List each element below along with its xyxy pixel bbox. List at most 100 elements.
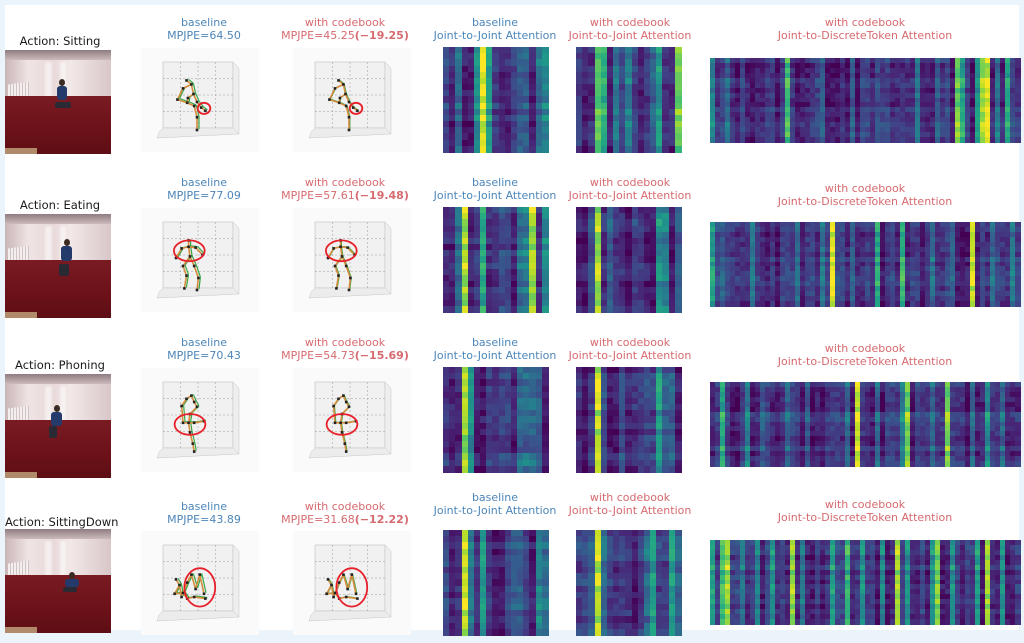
codebook-title: with codebook MPJPE=57.61(−19.48) — [275, 176, 415, 202]
action-label: Action: Eating — [5, 198, 115, 212]
joint-marker — [335, 287, 338, 290]
action-label: Action: Sitting — [5, 34, 115, 48]
joint-marker — [193, 265, 196, 268]
j2j-codebook-title: with codebook Joint-to-Joint Attention — [560, 16, 700, 42]
codebook-mpjpe: MPJPE=54.73 — [281, 349, 355, 362]
joint-marker — [193, 105, 196, 108]
joint-marker — [339, 97, 342, 100]
j2d-codebook-label: with codebook — [710, 16, 1020, 29]
joint-marker — [190, 394, 193, 397]
joint-marker — [182, 422, 185, 425]
j2j-codebook-subtitle: Joint-to-Joint Attention — [560, 29, 700, 42]
codebook-title: with codebook MPJPE=54.73(−15.69) — [275, 336, 415, 362]
joint-marker — [334, 87, 337, 90]
subject-head — [64, 239, 70, 246]
codebook-skeleton-plot — [293, 208, 411, 312]
j2d-codebook-heatmap — [710, 58, 1020, 142]
codebook-label: with codebook — [275, 336, 415, 349]
subject-legs — [49, 426, 57, 438]
subject-legs — [55, 102, 71, 108]
joint-marker — [194, 246, 197, 249]
joint-marker — [193, 422, 196, 425]
baseline-label: baseline — [145, 176, 263, 189]
joint-marker — [338, 102, 341, 105]
j2j-baseline-subtitle: Joint-to-Joint Attention — [425, 29, 565, 42]
joint-marker — [339, 246, 342, 249]
heatmap-cell — [675, 466, 682, 473]
j2j-codebook-subtitle: Joint-to-Joint Attention — [560, 189, 700, 202]
codebook-skeleton-plot — [293, 48, 411, 152]
j2j-baseline-heatmap — [443, 207, 548, 312]
joint-marker — [348, 116, 351, 119]
j2j-codebook-label: with codebook — [560, 336, 700, 349]
qualitative-comparison-figure: Action: Sitting baseline MPJPE=64.50 wit… — [5, 5, 1019, 630]
j2d-codebook-subtitle: Joint-to-DiscreteToken Attention — [710, 29, 1020, 42]
subject-torso — [51, 412, 62, 426]
codebook-mpjpe: MPJPE=45.25 — [281, 29, 355, 42]
skeleton-svg — [293, 208, 411, 312]
joint-marker — [334, 265, 337, 268]
joint-marker — [334, 422, 337, 425]
joint-marker — [192, 442, 195, 445]
joint-marker — [332, 405, 335, 408]
baseline-skeleton-plot — [141, 208, 259, 312]
baseline-label: baseline — [145, 336, 263, 349]
baseline-mpjpe: MPJPE=77.09 — [145, 189, 263, 202]
joint-marker — [337, 274, 340, 277]
codebook-title: with codebook MPJPE=45.25(−19.25) — [275, 16, 415, 42]
j2j-codebook-heatmap — [576, 47, 681, 152]
joint-marker — [187, 97, 190, 100]
joint-marker — [344, 442, 347, 445]
codebook-label: with codebook — [275, 16, 415, 29]
baseline-label: baseline — [145, 16, 263, 29]
subject-torso — [61, 246, 72, 261]
heatmap-cell — [542, 146, 549, 153]
j2j-codebook-label: with codebook — [560, 176, 700, 189]
joint-marker — [196, 101, 199, 104]
heatmap-cell — [542, 306, 549, 313]
j2j-codebook-heatmap — [576, 207, 681, 312]
j2j-baseline-title: baseline Joint-to-Joint Attention — [425, 336, 565, 362]
mpjpe-improvement: (−15.69) — [355, 349, 409, 362]
action-label: Action: Phoning — [5, 358, 115, 372]
grid-side-plane — [385, 62, 391, 134]
subject-torso — [57, 86, 67, 100]
joint-marker — [352, 106, 355, 109]
j2d-codebook-subtitle: Joint-to-DiscreteToken Attention — [710, 355, 1020, 368]
grid-side-plane — [385, 222, 391, 294]
action-row-1: Action: Sitting baseline MPJPE=64.50 wit… — [5, 5, 1019, 165]
joint-marker — [180, 405, 183, 408]
skeleton-svg — [141, 208, 259, 312]
baseline-title: baseline MPJPE=64.50 — [145, 16, 263, 42]
skeleton-svg — [293, 368, 411, 472]
j2d-codebook-title: with codebook Joint-to-DiscreteToken Att… — [710, 16, 1020, 42]
joint-marker — [349, 277, 352, 280]
j2j-baseline-title: baseline Joint-to-Joint Attention — [425, 16, 565, 42]
codebook-mpjpe: MPJPE=57.61 — [281, 189, 355, 202]
joint-marker — [185, 398, 188, 401]
grid-floor-plane — [157, 448, 239, 458]
j2j-baseline-subtitle: Joint-to-Joint Attention — [425, 189, 565, 202]
joint-marker — [337, 79, 340, 82]
joint-marker — [187, 422, 190, 425]
baseline-mpjpe: MPJPE=70.43 — [145, 349, 263, 362]
joint-marker — [342, 83, 345, 86]
j2d-codebook-heatmap — [710, 382, 1020, 466]
j2j-codebook-subtitle: Joint-to-Joint Attention — [560, 349, 700, 362]
joint-marker — [204, 110, 207, 113]
grid-floor-plane — [309, 448, 391, 458]
baseline-skeleton-plot — [141, 368, 259, 472]
joint-marker — [186, 102, 189, 105]
joint-marker — [176, 98, 179, 101]
mpjpe-improvement: (−19.48) — [355, 189, 409, 202]
joint-marker — [344, 93, 347, 96]
joint-marker — [337, 398, 340, 401]
j2j-baseline-label: baseline — [425, 336, 565, 349]
joint-marker — [348, 289, 351, 292]
joint-marker — [345, 450, 348, 453]
heatmap-cell — [675, 146, 682, 153]
j2d-codebook-heatmap — [710, 222, 1020, 306]
codebook-label: with codebook — [275, 176, 415, 189]
joint-marker — [193, 450, 196, 453]
joint-marker — [345, 401, 348, 404]
